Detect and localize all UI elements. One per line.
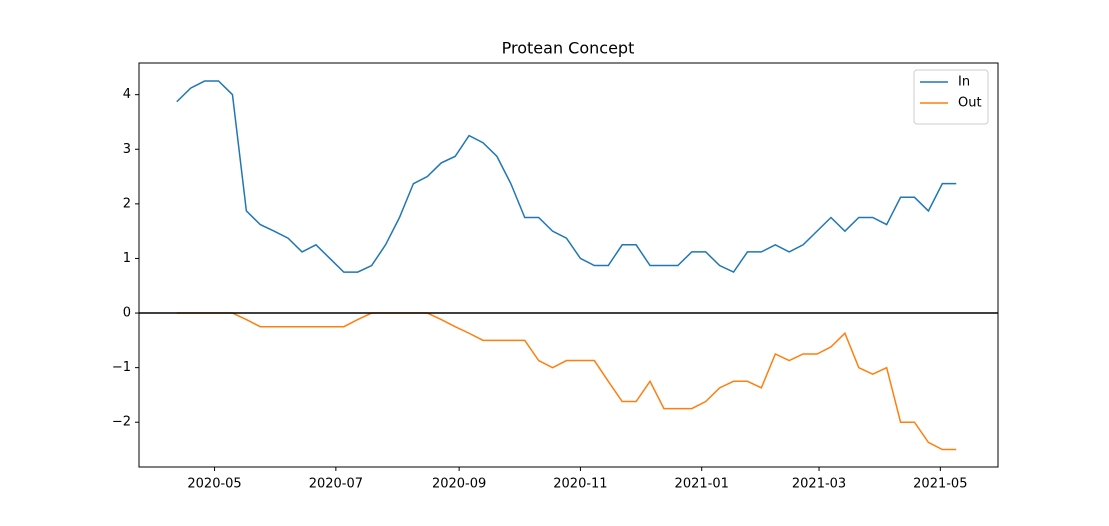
x-tick-label: 2020-05 bbox=[187, 477, 241, 492]
legend-label: In bbox=[958, 75, 970, 90]
legend-label: Out bbox=[958, 96, 982, 111]
x-tick-label: 2021-01 bbox=[675, 477, 729, 492]
y-tick-label: 1 bbox=[123, 251, 131, 266]
plot-frame bbox=[138, 62, 999, 468]
x-tick-label: 2021-03 bbox=[792, 477, 846, 492]
series-line bbox=[176, 312, 957, 451]
y-tick-label: 0 bbox=[123, 306, 131, 321]
x-tick-label: 2021-05 bbox=[913, 477, 967, 492]
x-tick-label: 2020-07 bbox=[309, 477, 363, 492]
series-line bbox=[176, 80, 957, 274]
y-tick-label: 2 bbox=[123, 196, 131, 211]
y-tick-label: −1 bbox=[112, 360, 131, 375]
y-tick-label: 4 bbox=[123, 87, 131, 102]
legend-box bbox=[913, 69, 989, 125]
chart-title: Protean Concept bbox=[502, 39, 635, 58]
x-tick-label: 2020-09 bbox=[432, 477, 486, 492]
y-tick-label: 3 bbox=[123, 142, 131, 157]
y-tick-label: −2 bbox=[112, 415, 131, 430]
x-tick-label: 2020-11 bbox=[553, 477, 607, 492]
